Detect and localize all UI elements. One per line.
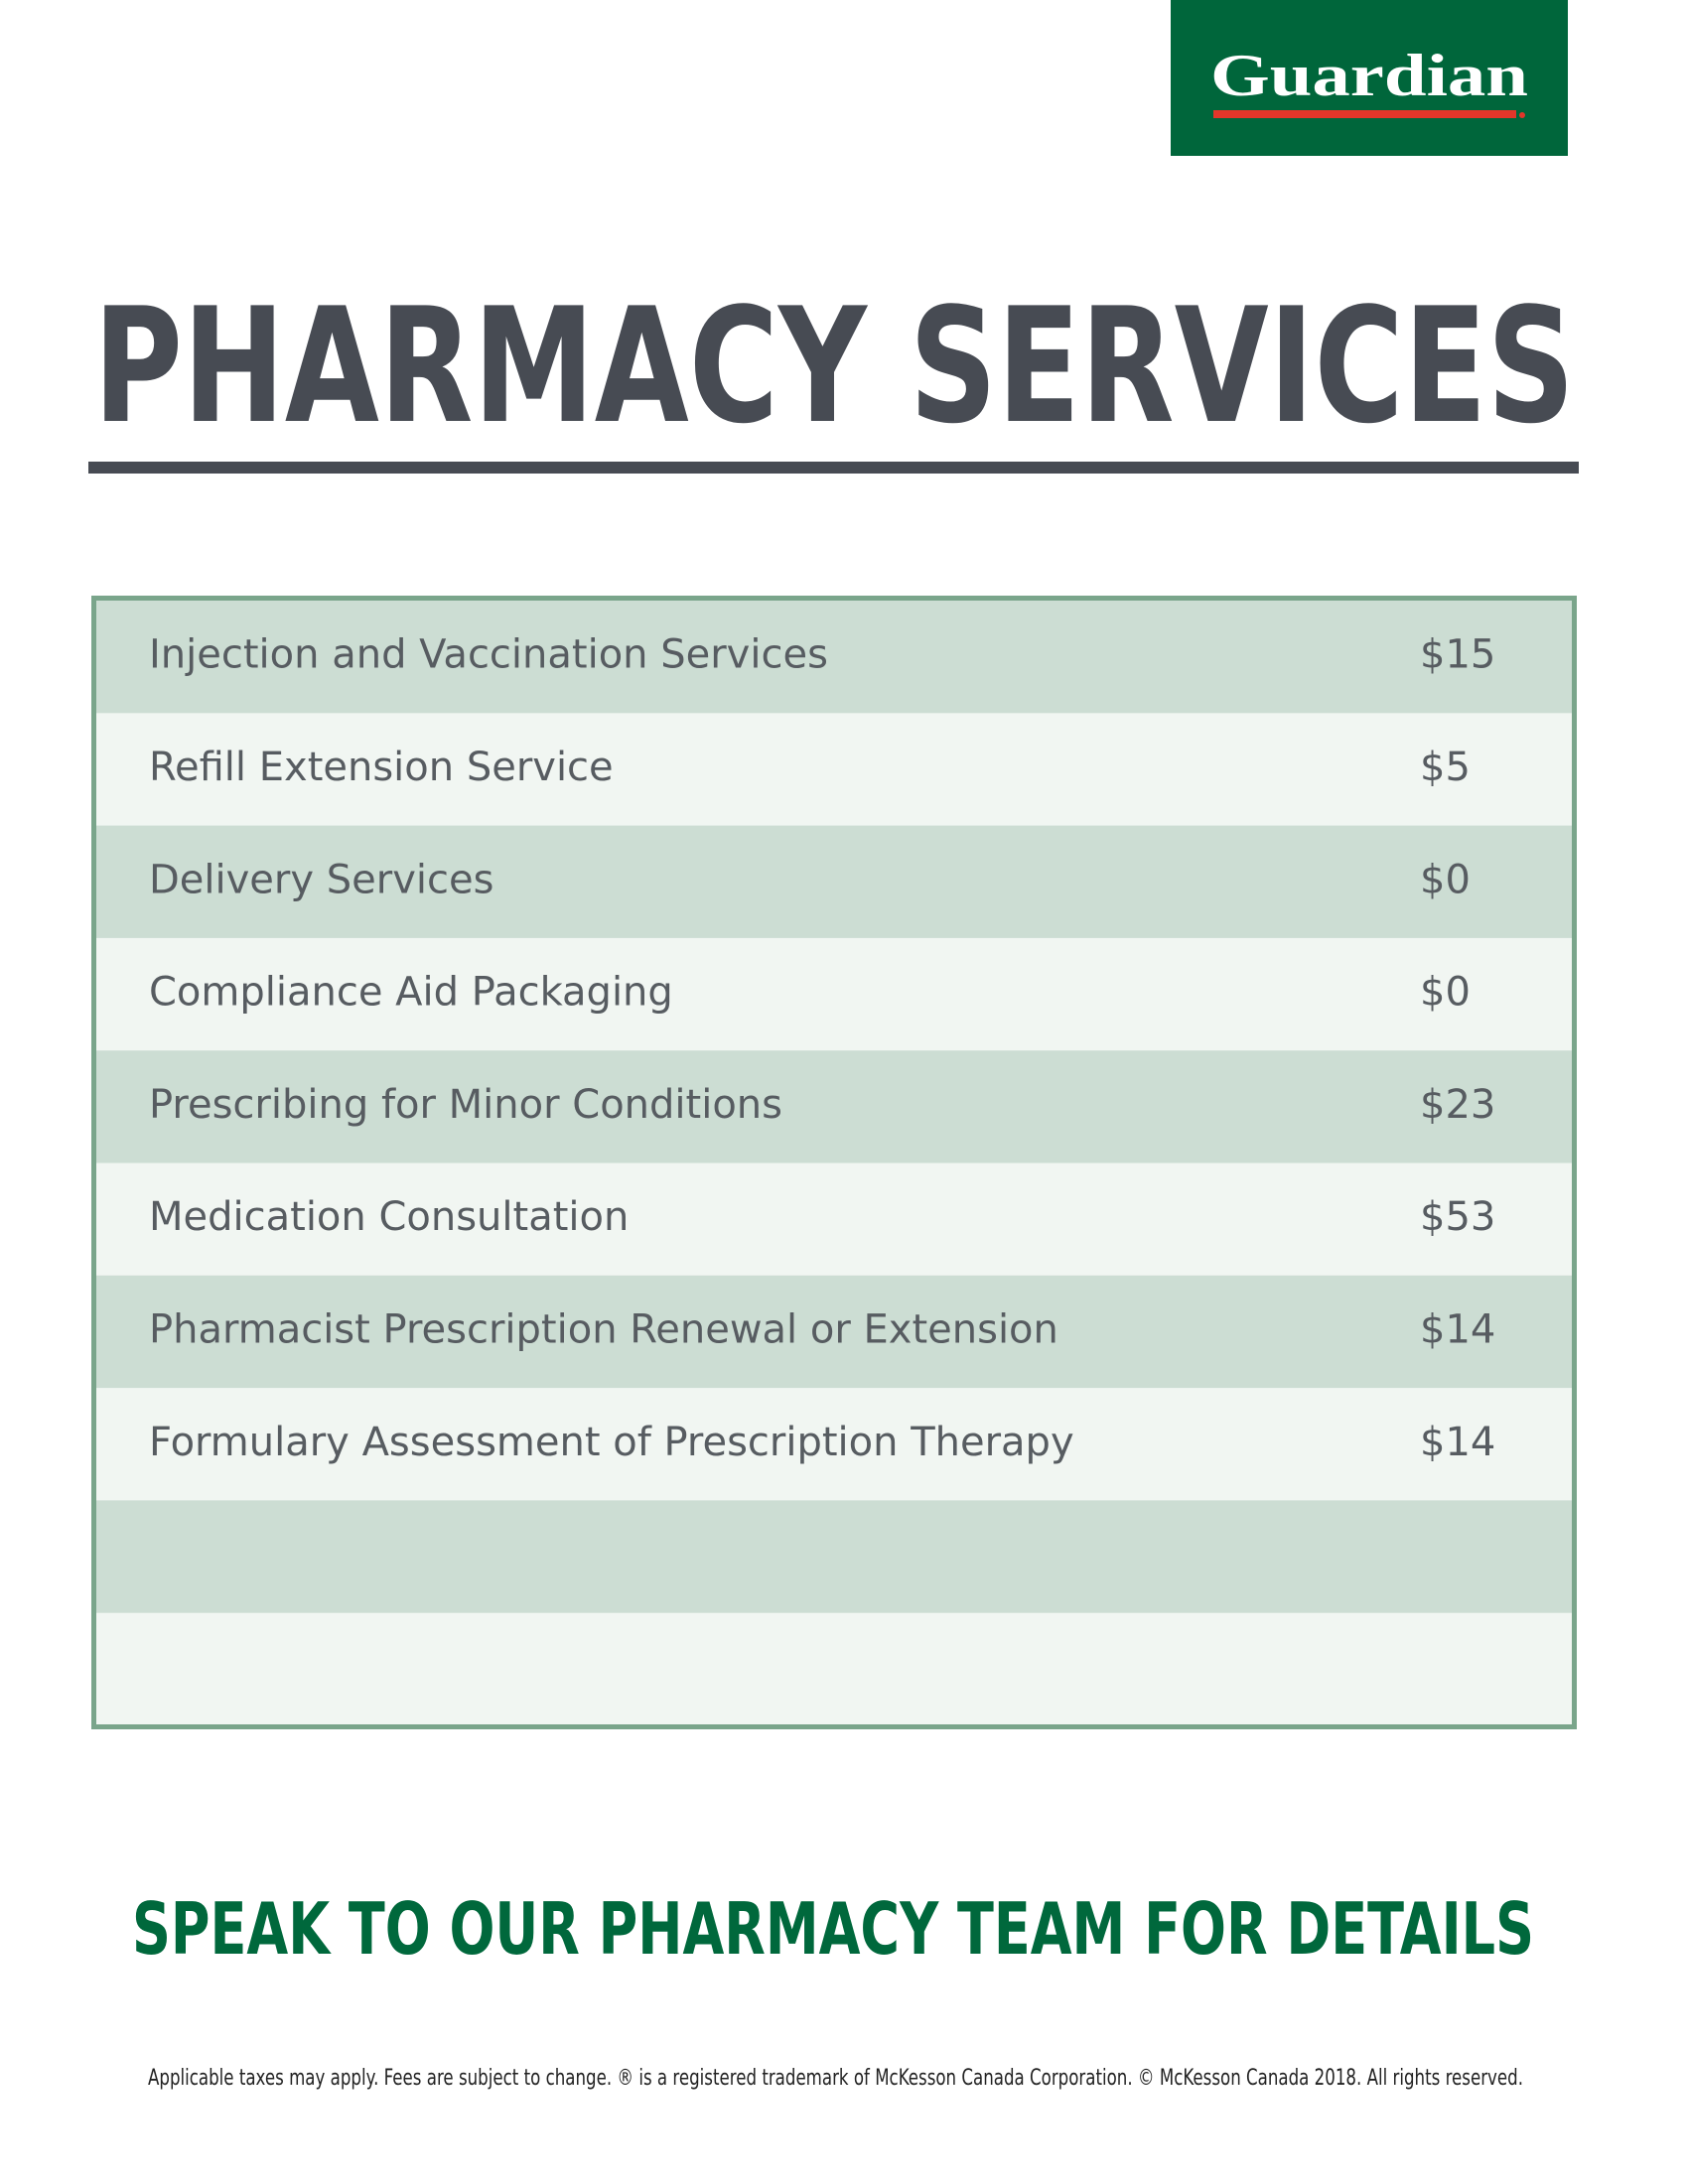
logo-text: Guardian [1210, 43, 1528, 108]
service-price: $5 [1420, 745, 1471, 790]
logo-dot [1519, 112, 1525, 118]
service-price: $53 [1420, 1194, 1495, 1240]
title: PHARMACY SERVICES [93, 273, 1575, 459]
table-row [96, 1388, 1572, 1501]
table-row [96, 1500, 1572, 1614]
service-name: Refill Extension Service [149, 745, 614, 790]
service-price: $14 [1420, 1306, 1495, 1352]
table-row [96, 825, 1572, 939]
footer-note: Applicable taxes may apply. Fees are sub… [148, 2066, 1523, 2091]
logo-underline [1213, 110, 1516, 118]
service-price: $0 [1420, 970, 1471, 1016]
table-row [96, 937, 1572, 1051]
table-row [96, 1275, 1572, 1389]
table-row [96, 1162, 1572, 1277]
service-price: $15 [1420, 632, 1495, 678]
service-price: $14 [1420, 1420, 1495, 1465]
service-name: Formulary Assessment of Prescription The… [149, 1420, 1074, 1465]
table-row [96, 1050, 1572, 1163]
service-name: Pharmacist Prescription Renewal or Exten… [149, 1306, 1058, 1352]
service-price: $23 [1420, 1082, 1495, 1128]
table-border [91, 596, 1577, 1729]
service-name: Delivery Services [149, 857, 493, 902]
call-to-action: SPEAK TO OUR PHARMACY TEAM FOR DETAILS [132, 1887, 1534, 1971]
service-name: Prescribing for Minor Conditions [149, 1082, 782, 1128]
table-row [96, 713, 1572, 827]
title-rule [88, 462, 1579, 474]
service-price: $0 [1420, 857, 1471, 902]
service-name: Compliance Aid Packaging [149, 970, 673, 1016]
logo-box [1171, 0, 1568, 156]
services-table: Injection and Vaccination Services $15 Ref… [96, 601, 1572, 1726]
service-name: Medication Consultation [149, 1194, 629, 1240]
table-row [96, 1612, 1572, 1726]
table-row [96, 601, 1572, 714]
service-name: Injection and Vaccination Services [149, 632, 828, 678]
